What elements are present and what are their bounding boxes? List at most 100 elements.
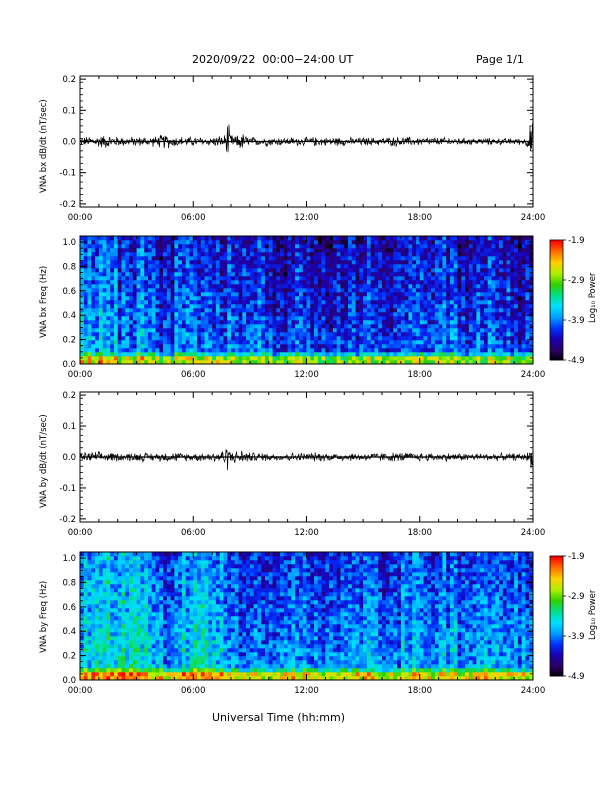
spectrogram-cell <box>95 664 100 669</box>
spectrogram-cell <box>295 344 300 349</box>
spectrogram-cell <box>125 348 130 353</box>
spectrogram-cell <box>178 280 183 285</box>
spectrogram-cell <box>529 236 534 241</box>
y-tick-label: 0.2 <box>62 75 76 85</box>
spectrogram-cell <box>253 296 258 301</box>
spectrogram-cell <box>261 288 266 293</box>
spectrogram-cell <box>144 360 149 365</box>
spectrogram-cell <box>355 340 360 345</box>
spectrogram-cell <box>170 236 175 241</box>
spectrogram-cell <box>344 304 349 309</box>
spectrogram-cell <box>215 300 220 305</box>
spectrogram-cell <box>80 272 85 277</box>
spectrogram-cell <box>95 616 100 621</box>
spectrogram-cell <box>193 360 198 365</box>
spectrogram-cell <box>476 304 481 309</box>
spectrogram-cell <box>272 272 277 277</box>
spectrogram-cell <box>197 312 202 317</box>
spectrogram-cell <box>351 308 356 313</box>
spectrogram-cell <box>106 264 111 269</box>
spectrogram-cell <box>483 272 489 277</box>
spectrogram-cell <box>140 656 145 661</box>
spectrogram-cell <box>449 296 455 301</box>
spectrogram-cell <box>453 324 458 329</box>
spectrogram-cell <box>397 252 402 257</box>
spectrogram-cell <box>208 280 213 285</box>
spectrogram-cell <box>80 244 85 249</box>
spectrogram-cell <box>472 244 477 249</box>
spectrogram-cell <box>136 648 141 653</box>
spectrogram-cell <box>87 268 92 273</box>
spectrogram-cell <box>181 348 187 353</box>
spectrogram-cell <box>329 320 334 325</box>
spectrogram-cell <box>219 328 224 333</box>
spectrogram-cell <box>185 360 190 365</box>
spectrogram-cell <box>163 352 168 357</box>
spectrogram-cell <box>125 248 130 253</box>
spectrogram-cell <box>174 272 179 277</box>
spectrogram-cell <box>219 280 224 285</box>
spectrogram-cell <box>427 308 432 313</box>
spectrogram-cell <box>427 332 432 337</box>
spectrogram-cell <box>98 608 103 613</box>
spectrogram-cell <box>163 284 168 289</box>
spectrogram-cell <box>385 256 390 261</box>
spectrogram-cell <box>155 304 160 309</box>
spectrogram-cell <box>517 360 522 365</box>
spectrogram-cell <box>514 336 519 341</box>
spectrogram-cell <box>453 244 458 249</box>
spectrogram-cell <box>155 336 160 341</box>
spectrogram-cell <box>393 244 398 249</box>
spectrogram-cell <box>382 304 387 309</box>
spectrogram-cell <box>140 664 145 669</box>
spectrogram-cell <box>136 268 141 273</box>
spectrogram-cell <box>227 348 232 353</box>
spectrogram-cell <box>302 356 307 361</box>
spectrogram-cell <box>95 676 100 681</box>
spectrogram-cell <box>491 236 496 241</box>
spectrogram-cell <box>159 600 164 605</box>
spectrogram-cell <box>525 296 530 301</box>
spectrogram-cell <box>121 636 126 641</box>
spectrogram-cell <box>506 264 511 269</box>
spectrogram-cell <box>132 356 137 361</box>
spectrogram-cell <box>366 264 371 269</box>
spectrogram-cell <box>434 268 439 273</box>
spectrogram-cell <box>287 352 292 357</box>
spectrogram-cell <box>393 284 398 289</box>
spectrogram-cell <box>468 292 473 297</box>
spectrogram-cell <box>132 272 137 277</box>
spectrogram-cell <box>113 292 119 297</box>
spectrogram-cell <box>91 600 96 605</box>
spectrogram-cell <box>476 356 481 361</box>
spectrogram-cell <box>80 652 85 657</box>
spectrogram-cell <box>283 316 288 321</box>
spectrogram-cell <box>325 272 330 277</box>
spectrogram-cell <box>506 344 511 349</box>
spectrogram-cell <box>155 312 160 317</box>
spectrogram-cell <box>468 272 473 277</box>
spectrogram-cell <box>151 360 156 365</box>
spectrogram-cell <box>325 324 330 329</box>
spectrogram-cell <box>317 360 322 365</box>
spectrogram-cell <box>393 344 398 349</box>
spectrogram-cell <box>200 256 205 261</box>
spectrogram-cell <box>370 304 375 309</box>
spectrogram-cell <box>121 616 126 621</box>
spectrogram-cell <box>121 560 126 565</box>
spectrogram-cell <box>400 240 405 245</box>
spectrogram-cell <box>204 296 209 301</box>
spectrogram-cell <box>465 264 470 269</box>
spectrogram-cell <box>374 264 379 269</box>
spectrogram-cell <box>151 580 156 585</box>
spectrogram-cell <box>261 264 266 269</box>
spectrogram-cell <box>257 344 262 349</box>
spectrogram-cell <box>348 348 353 353</box>
spectrogram-cell <box>359 248 364 253</box>
spectrogram-cell <box>102 668 107 673</box>
spectrogram-cell <box>151 252 156 257</box>
spectrogram-cell <box>125 588 130 593</box>
spectrogram-cell <box>291 276 296 281</box>
spectrogram-cell <box>517 244 522 249</box>
spectrogram-cell <box>102 248 107 253</box>
